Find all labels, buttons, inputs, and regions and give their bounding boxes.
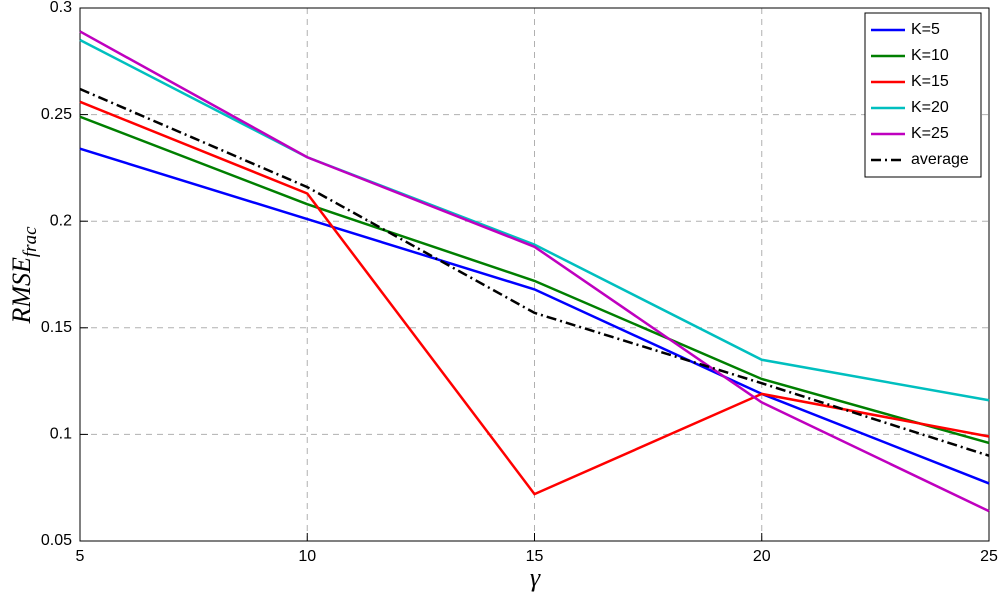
y-axis-label-main: RMSE <box>7 257 36 325</box>
series-line <box>79 38 990 402</box>
y-tick-label: 0.15 <box>41 319 72 336</box>
series-line <box>79 30 990 513</box>
legend-box <box>864 12 982 178</box>
plot-frame <box>79 7 990 542</box>
x-tick-label: 5 <box>76 548 85 565</box>
legend-label: average <box>911 151 969 168</box>
y-axis-label: RMSEfrac <box>7 226 41 325</box>
x-tick-label: 10 <box>298 548 316 565</box>
series-line <box>79 147 990 485</box>
y-tick-label: 0.25 <box>41 106 72 123</box>
y-tick-label: 0.05 <box>41 532 72 549</box>
x-tick-label: 20 <box>753 548 771 565</box>
legend-label: K=15 <box>911 73 949 90</box>
x-tick-label: 15 <box>526 548 544 565</box>
y-tick-label: 0.2 <box>50 212 72 229</box>
legend-label: K=20 <box>911 99 949 116</box>
y-axis-label-sub: frac <box>20 226 41 257</box>
legend-label: K=10 <box>911 47 949 64</box>
x-tick-label: 25 <box>980 548 998 565</box>
y-tick-label: 0.3 <box>50 0 72 16</box>
y-tick-label: 0.1 <box>50 426 72 443</box>
series-line <box>79 87 990 457</box>
series-line <box>79 115 990 445</box>
x-axis-label: γ <box>530 563 541 592</box>
legend: K=5 K=10 K=15 K=20 K=25 average <box>864 12 982 178</box>
legend-label: K=25 <box>911 125 949 142</box>
legend-label: K=5 <box>911 21 940 38</box>
